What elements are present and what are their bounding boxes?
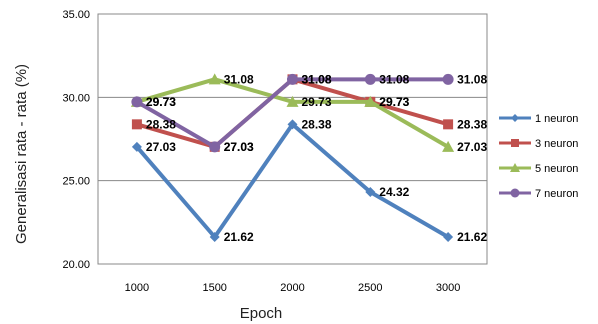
data-label: 29.73 — [379, 95, 409, 109]
legend-label: 5 neuron — [535, 163, 578, 175]
data-label: 31.08 — [224, 72, 254, 86]
x-tick-label: 2500 — [358, 282, 382, 294]
y-axis-ticks: 20.00 25.00 30.00 35.00 — [62, 9, 90, 271]
data-point — [131, 141, 142, 152]
y-tick-label: 25.00 — [62, 176, 90, 188]
data-label: 31.08 — [379, 72, 409, 86]
x-axis-title: Epoch — [240, 305, 283, 322]
y-tick-label: 35.00 — [62, 9, 90, 21]
data-label: 21.62 — [224, 230, 254, 244]
y-tick-label: 30.00 — [62, 92, 90, 104]
legend-label: 7 neuron — [535, 188, 578, 200]
legend: 1 neuron 3 neuron 5 neuron 7 neuron — [499, 113, 578, 200]
x-axis-ticks: 1000 1500 2000 2500 3000 — [125, 282, 461, 294]
legend-label: 3 neuron — [535, 138, 578, 150]
y-tick-label: 20.00 — [62, 259, 90, 271]
data-point — [510, 188, 520, 198]
legend-label: 1 neuron — [535, 113, 578, 125]
data-point — [442, 73, 454, 85]
x-tick-label: 2000 — [280, 282, 304, 294]
data-point — [209, 141, 221, 153]
data-labels: 27.03 21.62 28.38 24.32 21.62 28.38 27.03 31.08… — [146, 72, 488, 244]
data-point — [442, 140, 455, 152]
data-label: 28.38 — [302, 117, 332, 131]
x-tick-label: 1000 — [125, 282, 149, 294]
data-point — [443, 232, 454, 242]
data-label: 27.03 — [146, 140, 176, 154]
data-point — [208, 73, 221, 85]
data-label: 29.73 — [379, 95, 409, 109]
data-label: 29.73 — [146, 95, 176, 109]
data-point — [511, 139, 519, 147]
y-axis-title: Generalisasi rata - rata (%) — [13, 64, 30, 244]
data-point — [287, 73, 298, 85]
data-label: 31.08 — [302, 72, 332, 86]
data-label: 29.73 — [302, 95, 332, 109]
data-point — [131, 119, 142, 130]
data-label: 31.08 — [302, 72, 332, 86]
data-point — [131, 96, 143, 108]
data-label: 31.08 — [457, 72, 487, 86]
x-tick-label: 1500 — [202, 282, 226, 294]
data-point — [287, 119, 298, 130]
data-label: 27.03 — [224, 140, 254, 154]
data-point — [511, 114, 519, 122]
data-point — [365, 187, 376, 197]
data-label: 24.32 — [379, 185, 409, 199]
data-point — [364, 95, 377, 107]
data-point — [286, 95, 299, 107]
data-label: 28.38 — [146, 117, 176, 131]
data-point — [510, 163, 520, 172]
x-tick-label: 3000 — [436, 282, 460, 294]
data-label: 27.03 — [457, 140, 487, 154]
data-point — [209, 232, 220, 242]
data-label: 27.03 — [224, 140, 254, 154]
series-group — [130, 73, 455, 242]
data-label: 21.62 — [457, 230, 487, 244]
data-point — [443, 119, 454, 130]
data-label: 29.73 — [146, 95, 176, 109]
data-point — [364, 73, 376, 85]
data-label: 28.38 — [457, 117, 487, 131]
